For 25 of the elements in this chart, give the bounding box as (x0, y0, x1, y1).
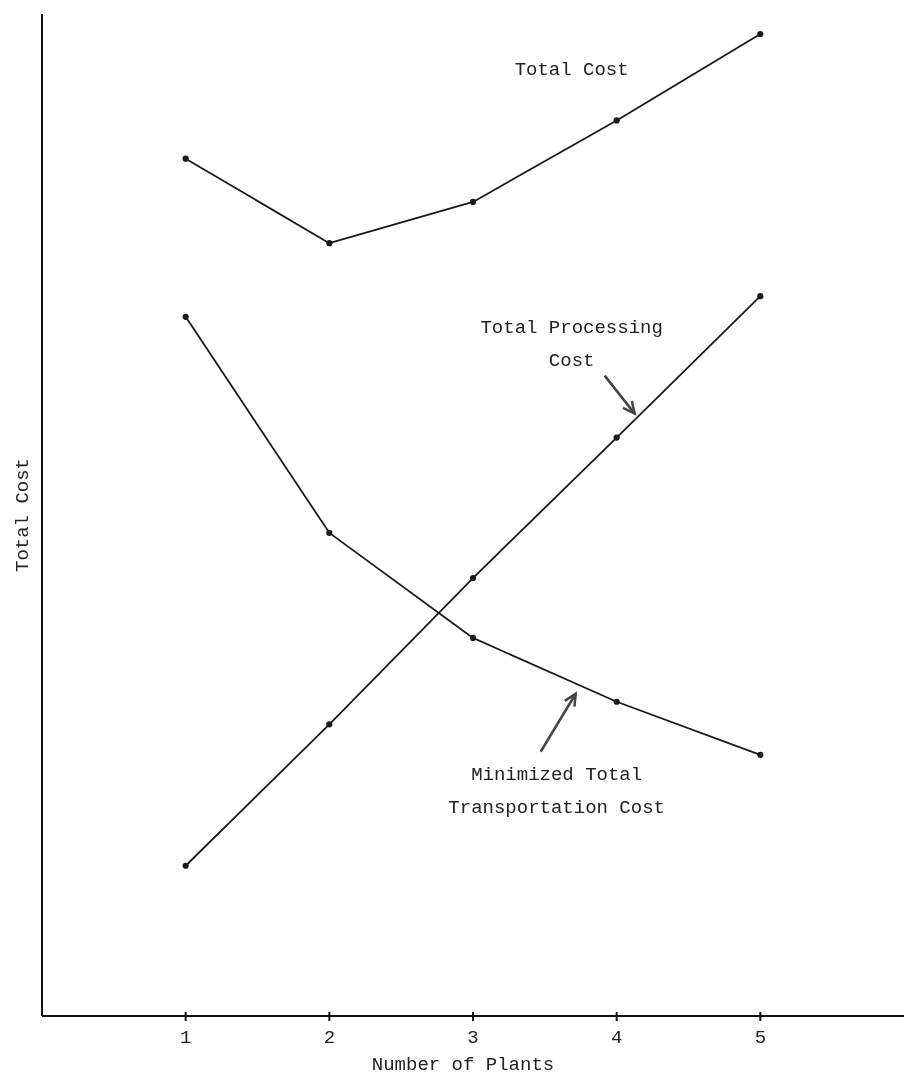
x-tick-label: 1 (179, 1027, 192, 1049)
point (613, 434, 620, 441)
point (613, 698, 620, 705)
point (469, 634, 477, 642)
point (326, 721, 333, 728)
point (757, 293, 764, 300)
point (182, 313, 189, 320)
x-tick-label: 4 (610, 1027, 623, 1049)
x-axis-title: Number of Plants (371, 1054, 555, 1076)
point (469, 198, 477, 206)
point (182, 862, 189, 869)
series-label: Total Processing Cost (480, 316, 663, 372)
text: Minimized Total Transportation Cost (448, 763, 665, 819)
x-tick-label: 2 (323, 1027, 336, 1049)
point (326, 240, 333, 247)
series-label: Total Cost (514, 59, 629, 82)
point (613, 117, 620, 124)
x-tick-label: 5 (754, 1027, 767, 1049)
point (757, 751, 764, 758)
point (326, 529, 333, 536)
y-axis-title: Total Cost (12, 457, 34, 573)
point (182, 155, 189, 162)
point (757, 30, 764, 38)
point (469, 574, 477, 582)
x-tick-label: 3 (467, 1027, 479, 1049)
